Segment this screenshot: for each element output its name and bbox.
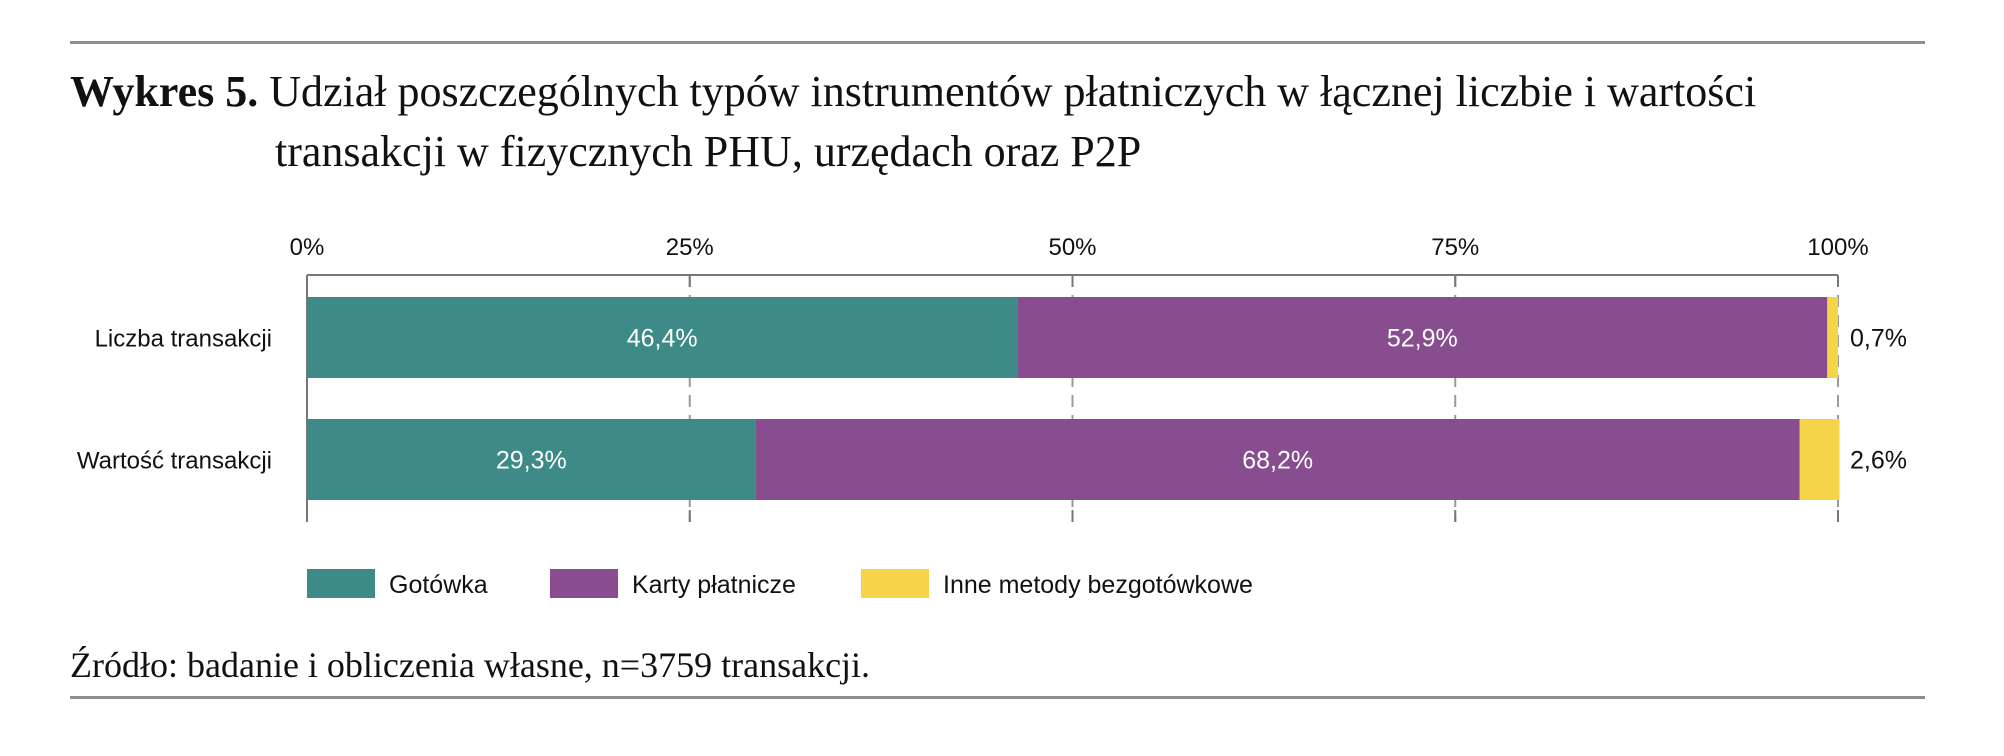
legend-label: Inne metody bezgotówkowe <box>943 571 1253 599</box>
category-label: Liczba transakcji <box>95 326 272 353</box>
data-label: 68,2% <box>1242 447 1313 475</box>
legend-swatch <box>861 569 929 598</box>
bar-segment <box>307 419 756 500</box>
bottom-rule <box>70 696 1925 699</box>
top-rule <box>70 41 1925 44</box>
x-tick-label: 75% <box>1431 234 1479 261</box>
x-tick-label: 50% <box>1048 234 1096 261</box>
bar-segment <box>755 419 1800 500</box>
data-label: 0,7% <box>1850 325 1907 353</box>
source-note: Źródło: badanie i obliczenia własne, n=3… <box>70 645 871 685</box>
category-label: Wartość transakcji <box>77 448 272 475</box>
legend-label: Gotówka <box>389 571 488 599</box>
legend-swatch <box>550 569 618 598</box>
data-label: 52,9% <box>1387 325 1458 353</box>
title-line-1: Udział poszczególnych typów instrumentów… <box>269 67 1757 116</box>
title-line-2: transakcji w fizycznych PHU, urzędach or… <box>275 127 1142 176</box>
x-tick-label: 100% <box>1807 234 1868 261</box>
data-label: 29,3% <box>496 447 567 475</box>
data-label: 46,4% <box>627 325 698 353</box>
chart-title: Wykres 5. Udział poszczególnych typów in… <box>70 62 1940 182</box>
bar-segment <box>1017 297 1828 378</box>
bar-segment <box>1799 419 1840 500</box>
bar-segment <box>1827 297 1838 378</box>
bar-segment <box>307 297 1018 378</box>
legend-label: Karty płatnicze <box>632 571 796 599</box>
title-prefix: Wykres 5. <box>70 67 259 116</box>
x-tick-label: 0% <box>290 234 325 261</box>
stacked-bar-chart: 0% 25% 50% 75% 100% Liczba transakcji 46,4% 52,… <box>77 234 1907 599</box>
x-tick-label: 25% <box>666 234 714 261</box>
data-label: 2,6% <box>1850 447 1907 475</box>
legend-swatch <box>307 569 375 598</box>
